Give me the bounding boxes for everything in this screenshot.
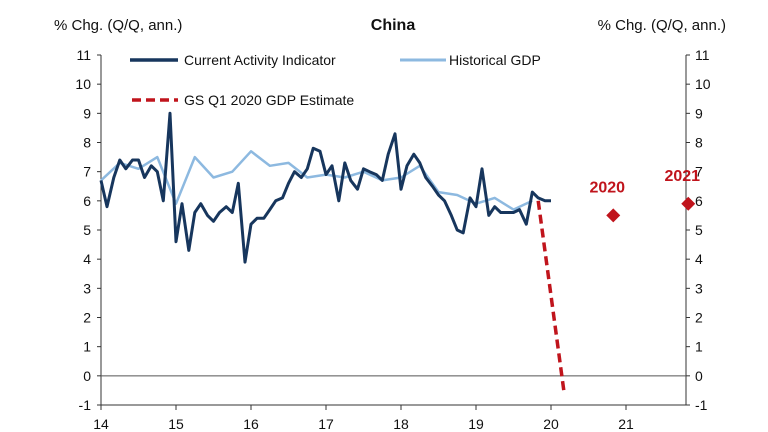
y-tick-label-left: 9 (83, 105, 91, 121)
y-tick-label-left: 4 (83, 251, 91, 267)
y-tick-label-right: 2 (695, 310, 703, 326)
y-tick-label-right: 3 (695, 280, 703, 296)
x-tick-label: 15 (168, 416, 184, 432)
x-ticks: 14 15 16 17 18 19 20 21 (93, 405, 634, 432)
x-tick-label: 18 (393, 416, 409, 432)
y-tick-label-left: 7 (83, 164, 91, 180)
y-tick-label-left: 6 (83, 193, 91, 209)
y-axis-title-left: % Chg. (Q/Q, ann.) (54, 17, 182, 34)
legend-label-current-activity: Current Activity Indicator (184, 52, 336, 68)
legend: Current Activity Indicator Historical GD… (130, 52, 541, 108)
y-tick-label-left: 2 (83, 310, 91, 326)
y-tick-label-left: 11 (76, 47, 91, 63)
series-layer (99, 111, 566, 391)
y-tick-label-right: 8 (695, 135, 703, 151)
y-tick-label-left: -1 (79, 397, 92, 413)
y-tick-label-right: 9 (695, 105, 703, 121)
y-tick-label-right: 7 (695, 164, 703, 180)
point-marker-2021 (681, 196, 696, 211)
y-tick-label-left: 1 (83, 339, 91, 355)
y-axis-title-right: % Chg. (Q/Q, ann.) (598, 17, 726, 34)
y-tick-label-right: 1 (695, 339, 703, 355)
x-tick-label: 17 (318, 416, 334, 432)
y-ticks-right: -1 0 1 2 3 4 5 6 7 8 9 10 11 (686, 47, 711, 413)
y-tick-label-left: 3 (83, 280, 91, 296)
y-tick-label-left: 0 (83, 368, 91, 384)
y-tick-label-left: 5 (83, 222, 91, 238)
x-tick-label: 16 (243, 416, 259, 432)
chart-title: China (371, 17, 416, 34)
point-marker-2020 (606, 208, 621, 223)
x-tick-label: 14 (93, 416, 109, 432)
y-ticks-left: -1 0 1 2 3 4 5 6 7 8 9 10 11 (75, 47, 101, 413)
point-label-2020: 2020 (589, 179, 625, 196)
legend-label-estimate: GS Q1 2020 GDP Estimate (184, 92, 354, 108)
y-tick-label-right: 11 (695, 47, 710, 63)
point-label-2021: 2021 (664, 168, 700, 185)
series-gs-estimate (536, 200, 566, 391)
legend-label-historical-gdp: Historical GDP (449, 52, 541, 68)
annotation-points: 2020 2021 (589, 168, 700, 223)
y-tick-label-right: 10 (695, 76, 711, 92)
x-tick-label: 20 (543, 416, 559, 432)
series-current-activity (99, 111, 551, 264)
y-tick-label-right: 5 (695, 222, 703, 238)
y-tick-label-right: 6 (695, 193, 703, 209)
y-tick-label-left: 8 (83, 135, 91, 151)
y-tick-label-left: 10 (75, 76, 91, 92)
y-tick-label-right: 0 (695, 368, 703, 384)
x-tick-label: 19 (468, 416, 484, 432)
y-tick-label-right: -1 (695, 397, 708, 413)
x-tick-label: 21 (618, 416, 634, 432)
y-tick-label-right: 4 (695, 251, 703, 267)
